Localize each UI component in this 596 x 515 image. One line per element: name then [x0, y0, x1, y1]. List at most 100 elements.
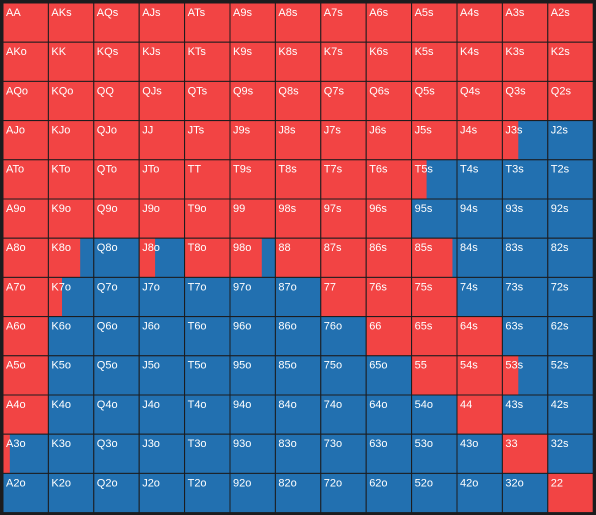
fold-area: [139, 395, 185, 435]
hand-label: 44: [460, 399, 472, 411]
fold-area: [3, 473, 49, 513]
hand-label: A7o: [6, 281, 26, 293]
hand-label: A6s: [369, 7, 388, 19]
raise-area: [366, 316, 412, 356]
fold-area: [48, 395, 94, 435]
fold-area: [547, 316, 594, 356]
fold-area: [275, 277, 321, 317]
raise-area: [139, 199, 185, 239]
raise-area: [93, 3, 140, 43]
raise-area: [275, 159, 321, 199]
fold-area: [502, 159, 548, 199]
fold-area: [93, 238, 140, 278]
hand-label: 83s: [505, 242, 523, 254]
hand-label: 62o: [369, 477, 387, 489]
raise-area: [275, 3, 321, 43]
fold-area: [139, 434, 185, 474]
fold-area: [457, 434, 503, 474]
fold-area: [502, 473, 548, 513]
raise-area: [230, 120, 276, 160]
fold-area: [139, 316, 185, 356]
hand-label: Q9s: [233, 85, 254, 97]
fold-area: [411, 473, 457, 513]
hand-label: T4s: [460, 164, 479, 176]
hand-label: 97o: [233, 281, 251, 293]
raise-area: [48, 42, 94, 82]
fold-area: [93, 316, 140, 356]
hand-label: QJo: [97, 125, 117, 137]
fold-area: [230, 316, 276, 356]
fold-area: [230, 277, 276, 317]
hand-label: 64s: [460, 321, 478, 333]
raise-area: [411, 120, 457, 160]
hand-label: K8s: [278, 46, 297, 58]
fold-area: [139, 277, 185, 317]
raise-area: [547, 42, 594, 82]
raise-area: [230, 42, 276, 82]
raise-area: [139, 81, 185, 121]
hand-label: 54s: [460, 360, 478, 372]
hand-label: K6s: [369, 46, 388, 58]
hand-label: 72s: [551, 281, 569, 293]
hand-label: 32s: [551, 438, 569, 450]
hand-label: 22: [551, 477, 563, 489]
fold-area: [275, 473, 321, 513]
raise-area: [3, 395, 49, 435]
hand-label: 75s: [415, 281, 433, 293]
hand-label: 96o: [233, 321, 251, 333]
hand-label: AQo: [6, 85, 28, 97]
hand-label: Q6s: [369, 85, 390, 97]
hand-label: ATs: [188, 7, 206, 19]
raise-area: [320, 277, 367, 317]
raise-area: [230, 238, 262, 278]
raise-area: [411, 316, 457, 356]
hand-label: J5s: [415, 125, 433, 137]
hand-label: 63o: [369, 438, 387, 450]
raise-area: [457, 81, 503, 121]
raise-area: [320, 199, 367, 239]
hand-label: 85o: [278, 360, 296, 372]
hand-label: 94o: [233, 399, 251, 411]
hand-label: QQ: [97, 85, 115, 97]
fold-area: [547, 120, 594, 160]
fold-area: [457, 277, 503, 317]
hand-label: A5o: [6, 360, 26, 372]
hand-label: J6o: [142, 321, 160, 333]
fold-area: [230, 473, 276, 513]
hand-label: 94s: [460, 203, 478, 215]
raise-area: [502, 355, 519, 395]
hand-label: 62s: [551, 321, 569, 333]
hand-label: 33: [505, 438, 517, 450]
hand-label: KTs: [188, 46, 207, 58]
raise-area: [366, 199, 412, 239]
raise-area: [3, 199, 49, 239]
hand-label: 76s: [369, 281, 387, 293]
hand-label: Q2s: [551, 85, 572, 97]
raise-area: [275, 199, 321, 239]
hand-label: 43o: [460, 438, 478, 450]
hand-label: AKs: [51, 7, 72, 19]
hand-label: T8o: [188, 242, 207, 254]
raise-area: [457, 316, 503, 356]
hand-label: 87s: [324, 242, 342, 254]
hand-label: K7s: [324, 46, 343, 58]
fold-area: [48, 355, 94, 395]
hand-label: J2o: [142, 477, 160, 489]
raise-area: [3, 81, 49, 121]
hand-label: AQs: [97, 7, 119, 19]
hand-label: K2o: [51, 477, 71, 489]
hand-label: 55: [415, 360, 427, 372]
fold-area: [139, 355, 185, 395]
raise-area: [502, 434, 548, 474]
raise-area: [275, 238, 321, 278]
raise-area: [320, 120, 367, 160]
fold-area: [184, 473, 230, 513]
hand-label: K5s: [415, 46, 434, 58]
raise-area: [3, 3, 49, 43]
hand-label: J8o: [142, 242, 160, 254]
fold-area: [320, 473, 367, 513]
hand-label: T5s: [415, 164, 434, 176]
fold-area: [320, 316, 367, 356]
fold-area: [547, 159, 594, 199]
fold-area: [457, 159, 503, 199]
